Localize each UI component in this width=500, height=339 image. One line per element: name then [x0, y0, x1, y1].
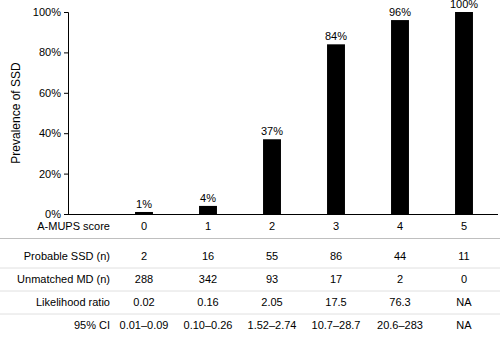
data-label: 1% — [136, 198, 152, 210]
table-cell: 342 — [199, 273, 217, 285]
y-tick-label: 60% — [39, 87, 61, 99]
table-cell: NA — [456, 319, 472, 331]
table-cell: 0.16 — [197, 296, 218, 308]
x-tick-label: 0 — [141, 220, 147, 232]
y-tick-mark — [64, 214, 68, 215]
x-tick: 4 — [397, 220, 403, 232]
y-tick: 100% — [33, 6, 68, 18]
table-row: Unmatched MD (n) 288 342 93 17 2 0 — [0, 273, 500, 291]
y-tick: 40% — [39, 127, 68, 139]
x-tick-label: 3 — [333, 220, 339, 232]
table-cell: NA — [456, 296, 472, 308]
table-rule — [0, 291, 500, 292]
table-row: Probable SSD (n) 2 16 55 86 44 11 — [0, 250, 500, 268]
x-tick: 0 — [141, 220, 147, 232]
table-cell: 0.01–0.09 — [120, 319, 169, 331]
data-labels: 1% 4% 37% 84% 96% 100% — [136, 0, 478, 210]
table-cell: 0 — [461, 273, 467, 285]
table-rule — [0, 238, 500, 239]
x-tick: 3 — [333, 220, 339, 232]
bar — [199, 206, 217, 214]
bar — [391, 20, 409, 214]
table-row: Likelihood ratio 0.02 0.16 2.05 17.5 76.3 NA — [0, 296, 500, 314]
row-label: Unmatched MD (n) — [17, 273, 110, 285]
table-cell: 2 — [141, 250, 147, 262]
table-rule — [0, 314, 500, 315]
table-rule — [0, 268, 500, 269]
table-cell: 20.6–283 — [377, 319, 423, 331]
x-tick-label: 4 — [397, 220, 403, 232]
y-tick: 80% — [39, 46, 68, 58]
table-cell: 55 — [266, 250, 278, 262]
data-label: 96% — [389, 6, 411, 18]
data-label: 100% — [450, 0, 478, 10]
table-cell: 86 — [330, 250, 342, 262]
y-tick-mark — [64, 52, 68, 53]
table-cell: 288 — [135, 273, 153, 285]
data-label: 4% — [200, 192, 216, 204]
y-tick-mark — [64, 93, 68, 94]
x-tick: 1 — [205, 220, 211, 232]
y-axis: 0% 20% 40% 60% 80% 100% — [33, 6, 69, 220]
row-label: 95% CI — [74, 319, 110, 331]
x-axis-title: A-MUPS score — [37, 220, 110, 232]
table-cell: 44 — [394, 250, 406, 262]
table-cell: 16 — [202, 250, 214, 262]
table-cell: 11 — [458, 250, 469, 262]
x-tick-label: 5 — [461, 220, 467, 232]
chart: 1% 4% 37% 84% 96% 100% 0% 20% 40% 60% 80% 100% Preva… — [0, 0, 500, 339]
y-axis-title: Prevalence of SSD — [9, 62, 23, 164]
y-tick-label: 20% — [39, 168, 61, 180]
x-axis-line — [68, 214, 498, 215]
bar — [327, 44, 345, 214]
y-tick-label: 80% — [39, 46, 61, 58]
bar — [135, 212, 153, 214]
x-tick: 5 — [461, 220, 467, 232]
table-cell: 0.02 — [133, 296, 154, 308]
y-tick: 0% — [45, 208, 68, 220]
table-cell: 17.5 — [325, 296, 346, 308]
table-cell: 2 — [397, 273, 403, 285]
table-cell: 76.3 — [389, 296, 410, 308]
table-cell: 0.10–0.26 — [184, 319, 233, 331]
bar — [263, 139, 281, 214]
bars — [135, 12, 473, 214]
row-label: Likelihood ratio — [36, 296, 110, 308]
table: Probable SSD (n) 2 16 55 86 44 11 Unmatched MD … — [0, 239, 500, 331]
table-cell: 93 — [266, 273, 278, 285]
y-tick-mark — [64, 174, 68, 175]
table-cell: 17 — [330, 273, 342, 285]
x-tick: 2 — [269, 220, 275, 232]
data-label: 37% — [261, 125, 283, 137]
data-label: 84% — [325, 30, 347, 42]
y-axis-line — [64, 13, 69, 215]
y-tick: 20% — [39, 168, 68, 180]
x-tick-label: 2 — [269, 220, 275, 232]
table-cell: 1.52–2.74 — [248, 319, 297, 331]
bar — [455, 12, 473, 214]
x-axis: 0 1 2 3 4 5 — [68, 215, 498, 232]
y-tick: 60% — [39, 87, 68, 99]
y-tick-mark — [64, 133, 68, 134]
table-row: 95% CI 0.01–0.09 0.10–0.26 1.52–2.74 10.7–28… — [74, 319, 472, 331]
y-tick-label: 100% — [33, 6, 61, 18]
row-label: Probable SSD (n) — [24, 250, 110, 262]
table-cell: 10.7–28.7 — [312, 319, 361, 331]
x-tick-label: 1 — [205, 220, 211, 232]
y-tick-mark — [64, 12, 68, 13]
y-tick-label: 0% — [45, 208, 61, 220]
y-tick-label: 40% — [39, 127, 61, 139]
table-cell: 2.05 — [261, 296, 282, 308]
